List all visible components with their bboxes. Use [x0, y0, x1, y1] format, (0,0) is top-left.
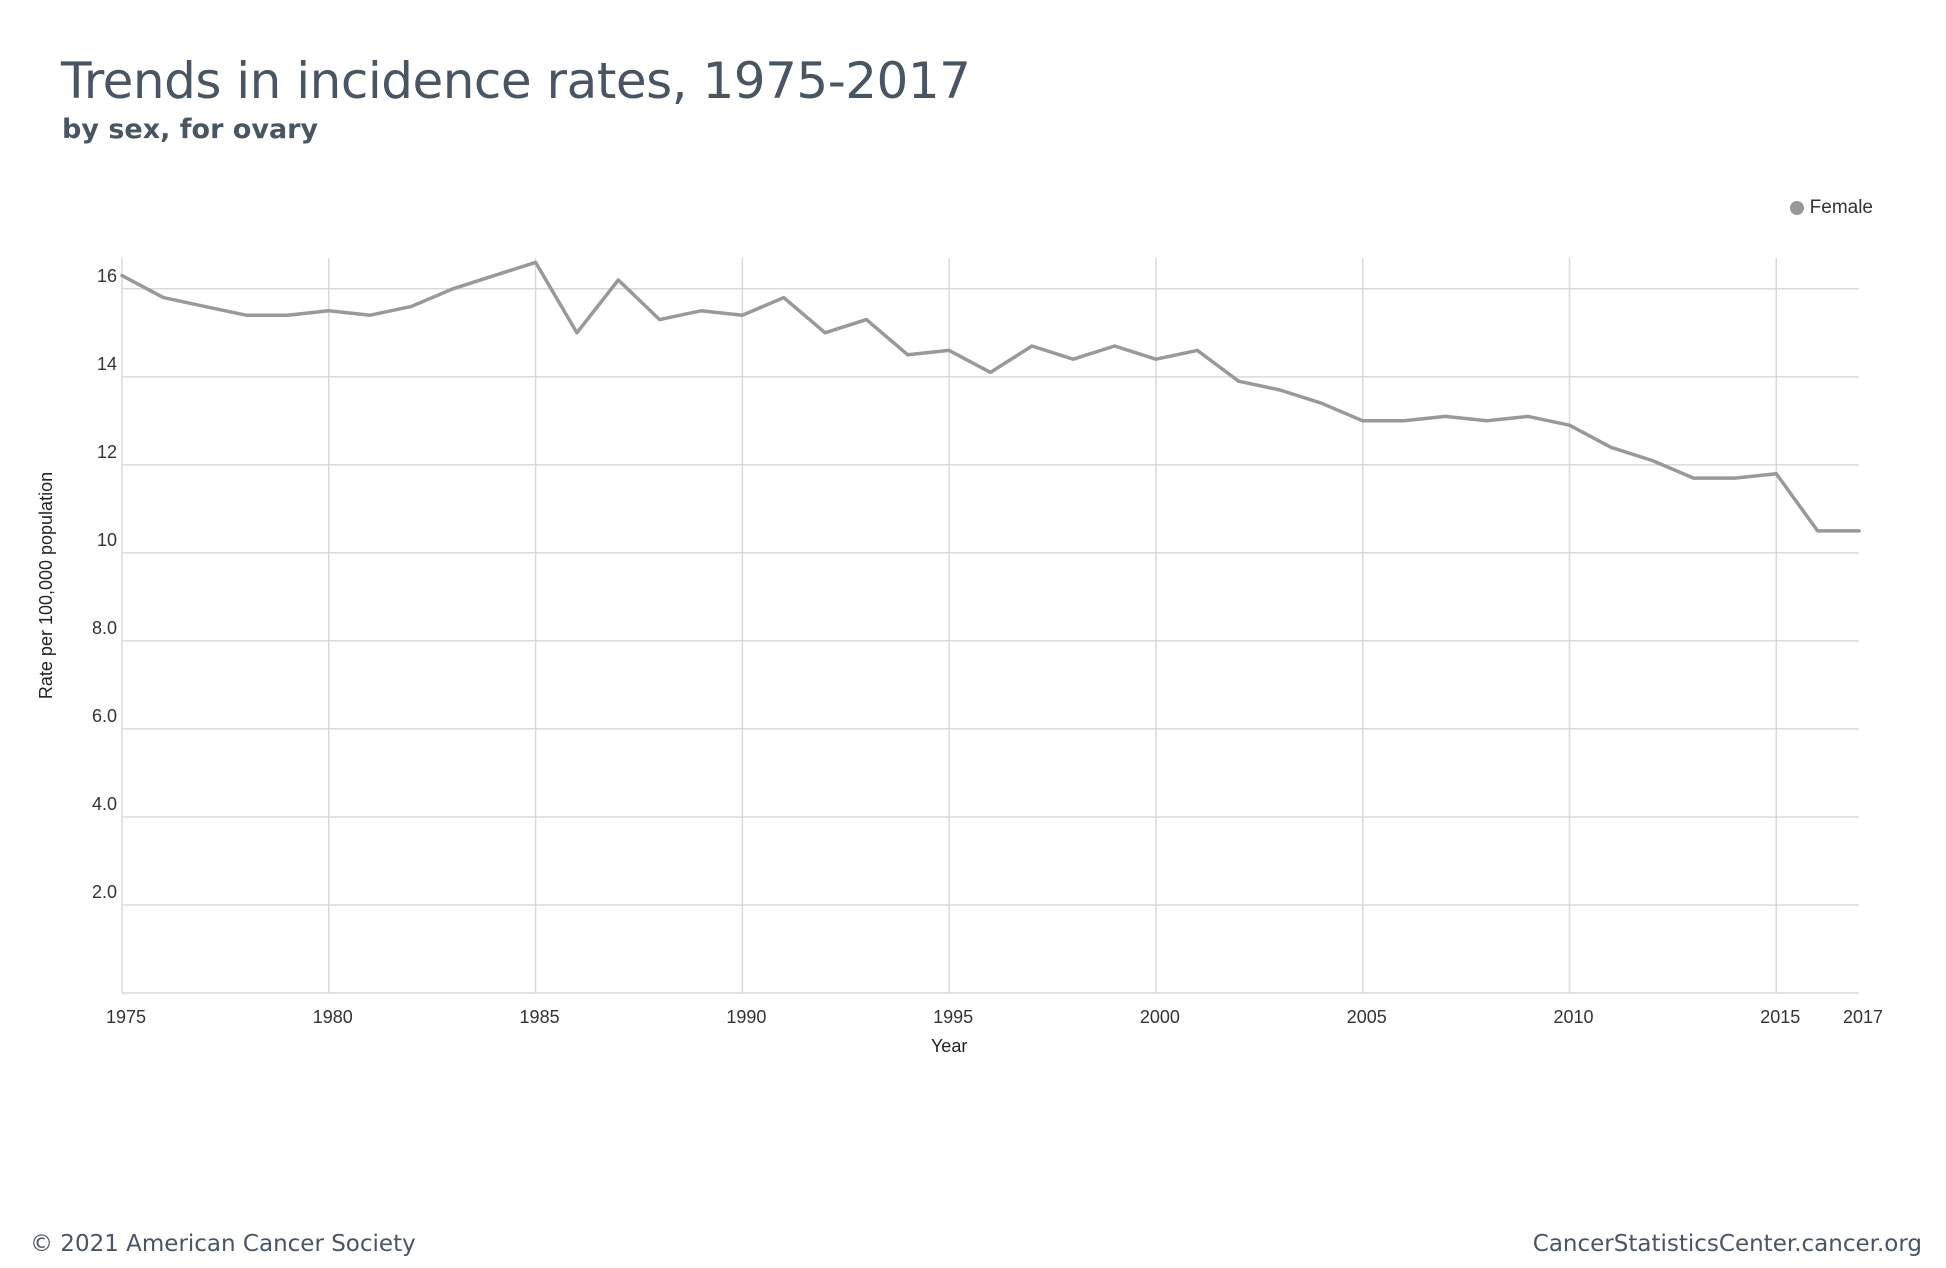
y-tick-label: 8.0 — [92, 618, 117, 638]
tick-labels: 2.0 4.0 6.0 8.0 10 12 14 16 1975 1980 1985 1990 1995… — [92, 266, 1883, 1027]
x-tick-label: 2010 — [1553, 1007, 1593, 1027]
x-tick-label: 2017 — [1843, 1007, 1883, 1027]
footer-site-link[interactable]: CancerStatisticsCenter.cancer.org — [1532, 1231, 1922, 1257]
x-tick-label: 1980 — [313, 1007, 353, 1027]
y-axis-title: Rate per 100,000 population — [36, 472, 56, 699]
y-tick-label: 6.0 — [92, 706, 117, 726]
footer-copyright: © 2021 American Cancer Society — [30, 1231, 416, 1257]
y-tick-label: 16 — [97, 266, 117, 286]
legend-swatch-female — [1789, 201, 1804, 215]
x-tick-label: 2015 — [1760, 1007, 1800, 1027]
x-tick-label: 1975 — [106, 1007, 146, 1027]
x-axis-title: Year — [931, 1036, 967, 1056]
legend-label-female: Female — [1809, 197, 1873, 218]
x-tick-label: 1990 — [726, 1007, 766, 1027]
y-tick-label: 14 — [97, 354, 117, 374]
legend[interactable]: Female — [1789, 197, 1873, 219]
y-tick-label: 4.0 — [92, 794, 117, 814]
x-tick-label: 1995 — [933, 1007, 973, 1027]
y-tick-label: 12 — [97, 442, 117, 462]
x-tick-label: 1985 — [520, 1007, 560, 1027]
y-tick-label: 10 — [97, 530, 117, 550]
chart-subtitle: by sex, for ovary — [62, 114, 319, 145]
chart-title: Trends in incidence rates, 1975-2017 — [61, 52, 971, 110]
x-tick-label: 2005 — [1347, 1007, 1387, 1027]
y-tick-label: 2.0 — [92, 882, 117, 902]
line-chart: 2.0 4.0 6.0 8.0 10 12 14 16 1975 1980 1985 1990 1995… — [36, 258, 1883, 1056]
series-line-female[interactable] — [120, 260, 1861, 533]
series-layer — [120, 260, 1861, 533]
grid-lines — [121, 258, 1859, 994]
x-tick-label: 2000 — [1140, 1007, 1180, 1027]
